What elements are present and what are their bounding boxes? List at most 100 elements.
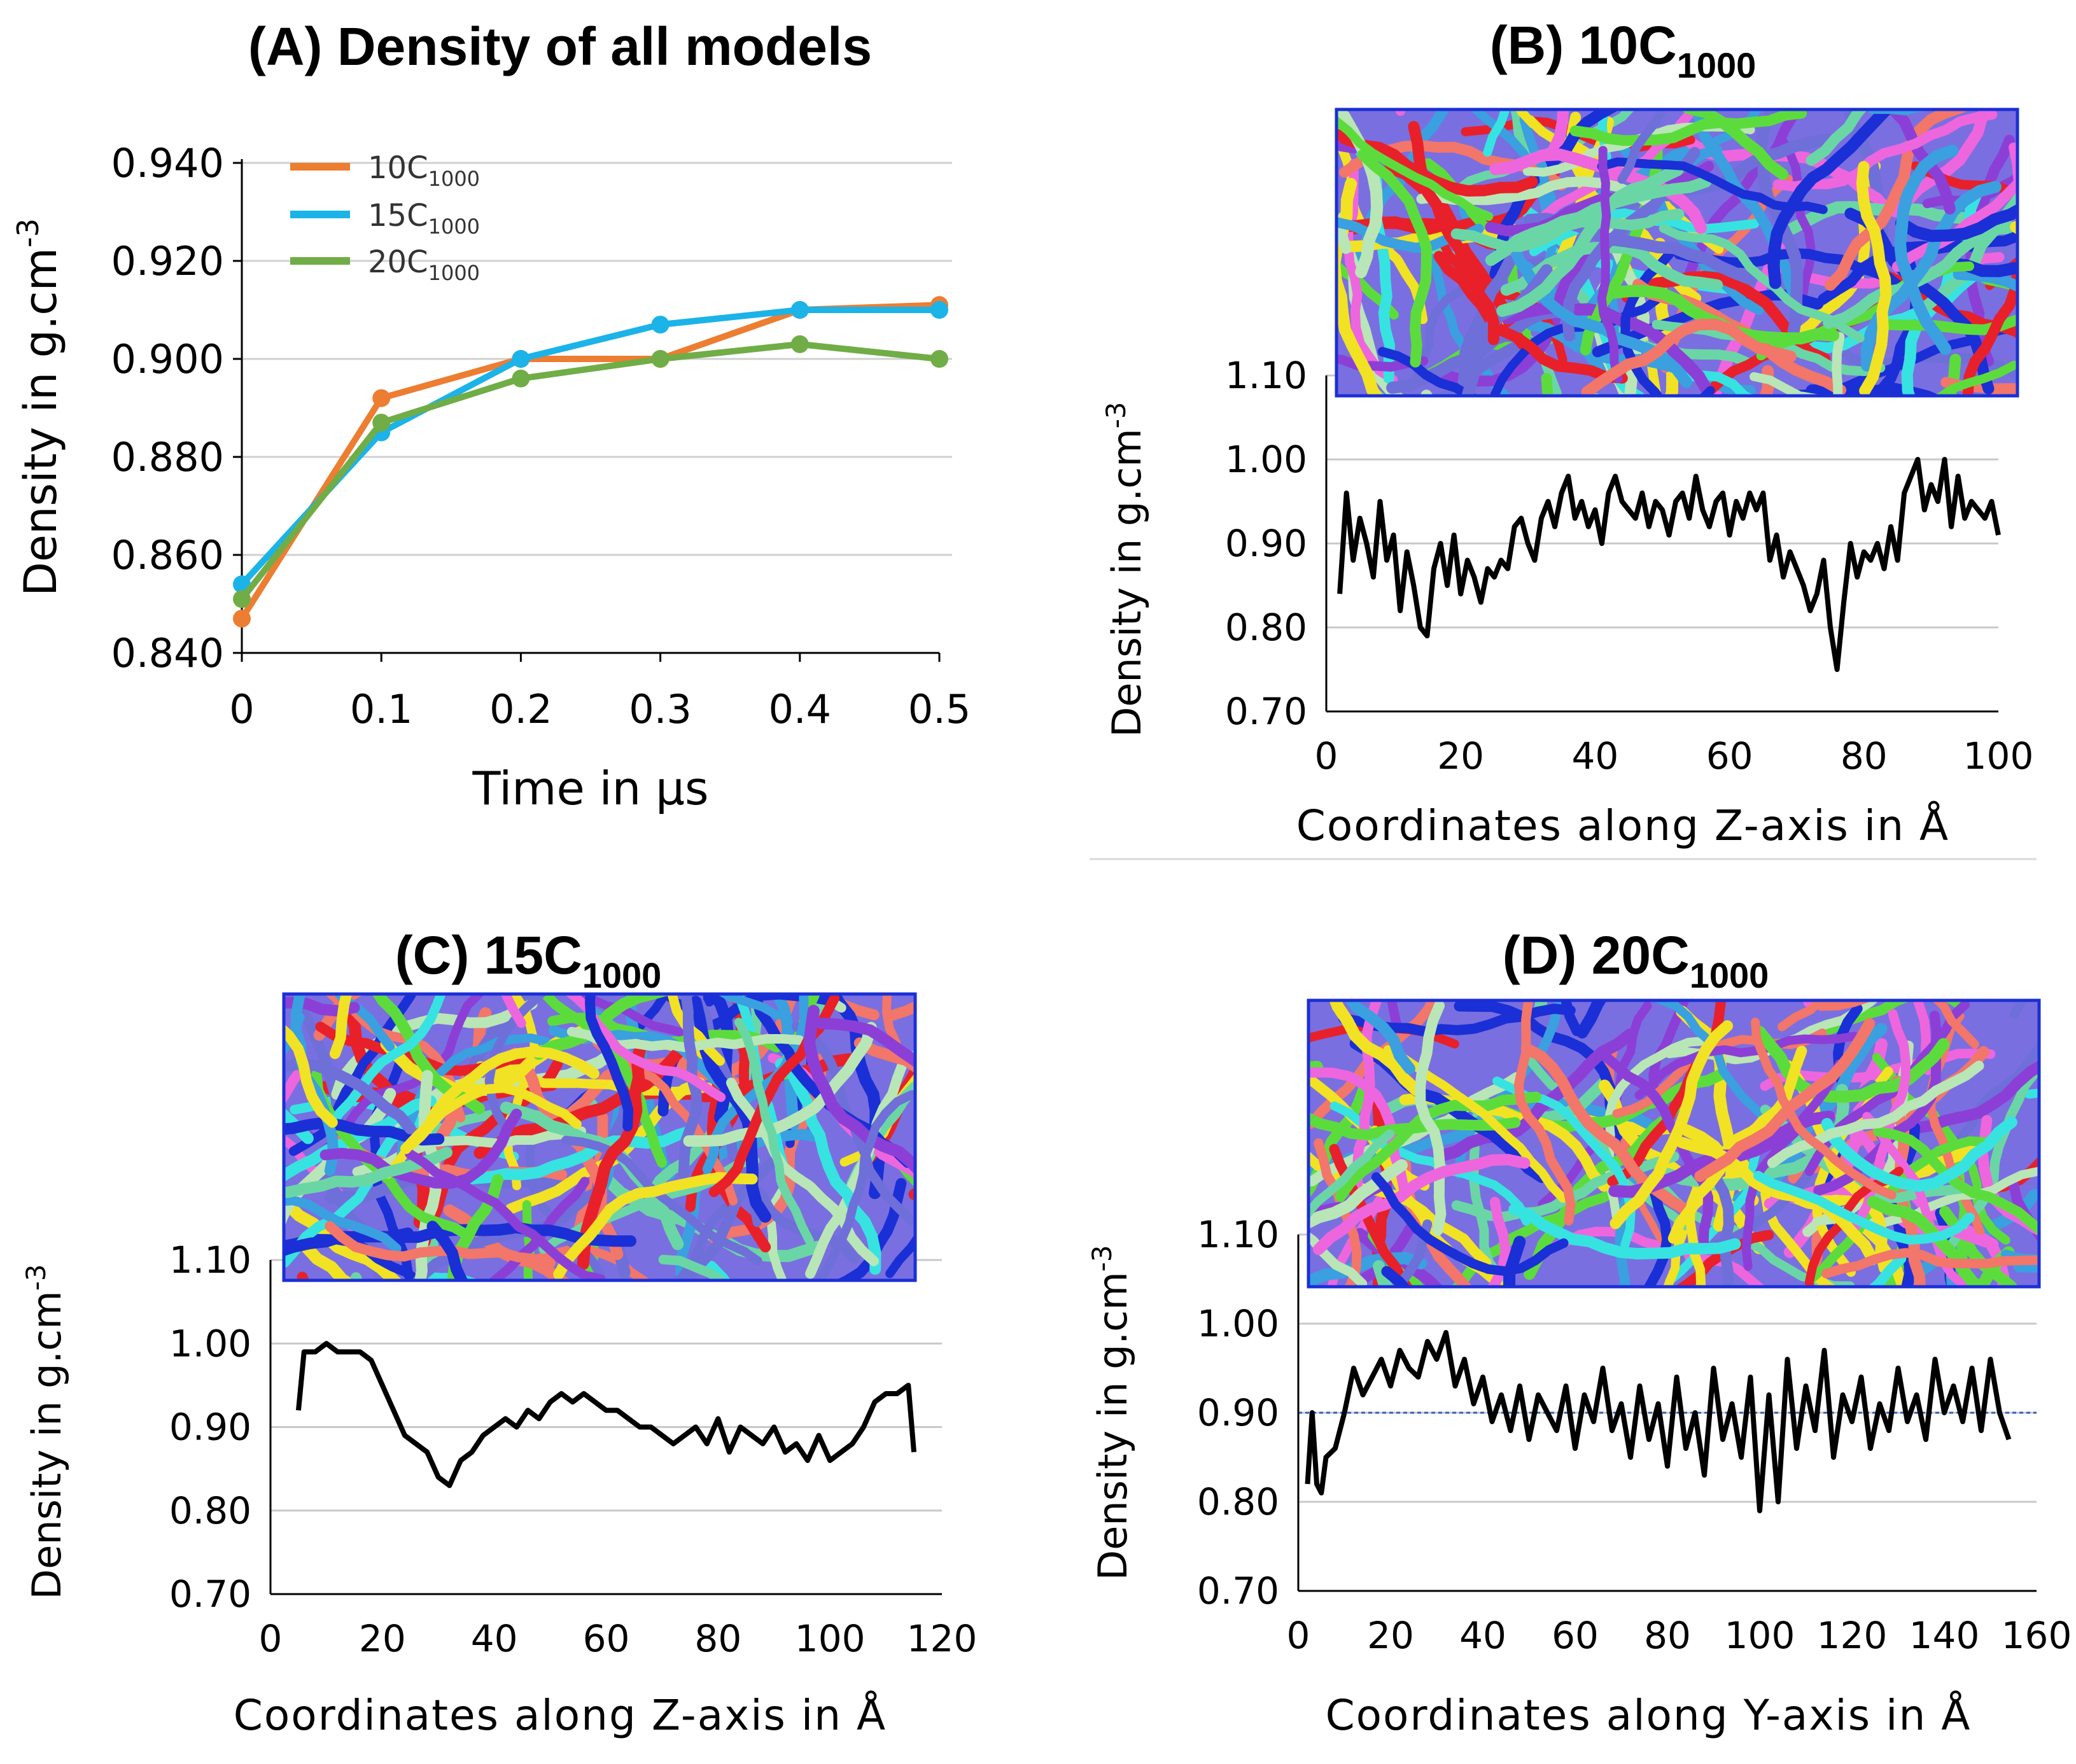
polymer-chain: [332, 994, 395, 1052]
panel-d-y-tick-label: 1.00: [1197, 1302, 1279, 1345]
polymer-chain: [1541, 372, 1553, 396]
panel-b-density-line: [1337, 457, 2001, 672]
polymer-chain: [487, 1177, 590, 1280]
polymer-chain: [2010, 221, 2017, 235]
panel-b-y-tick-label: 0.90: [1225, 522, 1307, 565]
panel-a-grid: [233, 162, 952, 654]
polymer-chain: [835, 1178, 907, 1280]
polymer-chain: [810, 994, 834, 1017]
polymer-chain: [350, 1272, 363, 1280]
polymer-chain: [1438, 337, 1536, 396]
polymer-chain: [284, 1023, 338, 1128]
panel-b-snapshot-frame: [1335, 108, 2019, 398]
panel-b-y-tick-labels: 0.70 0.80 0.90 1.00 1.10: [1225, 354, 1307, 733]
legend-label-10c: 10C1000: [368, 150, 480, 191]
polymer-chain: [1485, 160, 1715, 237]
panel-c-y-tick-labels: 0.70 0.80 0.90 1.00 1.10: [169, 1238, 251, 1616]
panel-d-y-tick-label: 0.90: [1197, 1391, 1279, 1434]
polymer-chain: [814, 1090, 915, 1280]
panel-c-title: (C) 15C1000: [395, 925, 662, 995]
polymer-chain: [1894, 144, 1959, 355]
polymer-chain: [1581, 318, 1797, 396]
panel-a-point-10c: [372, 389, 391, 407]
panel-c-y-tick-label: 1.10: [169, 1238, 251, 1282]
polymer-chain: [284, 1147, 452, 1198]
polymer-chain: [1767, 109, 1896, 290]
polymer-chain: [533, 994, 674, 1060]
polymer-chain: [1357, 149, 1432, 368]
panel-a-title: (A) Density of all models: [248, 17, 872, 76]
polymer-chain: [1676, 1137, 1879, 1266]
panel-a-x-axis-label: Time in µs: [472, 762, 709, 815]
panel-c-x-tick-label: 120: [907, 1617, 978, 1660]
polymer-chain: [1860, 181, 2002, 372]
polymer-chain: [1912, 1000, 1933, 1075]
polymer-chain: [811, 994, 846, 1013]
polymer-chain: [553, 1172, 758, 1280]
polymer-chain: [1408, 121, 1500, 346]
polymer-chain: [1944, 257, 2017, 277]
legend-label-15c: 15C1000: [368, 198, 480, 239]
panel-d-y-tick-labels: 0.70 0.80 0.90 1.00 1.10: [1197, 1213, 1279, 1613]
polymer-chain: [1312, 1154, 1531, 1256]
panel-a-x-tick-label: 0.2: [489, 686, 552, 732]
polymer-chain: [577, 1039, 647, 1270]
polymer-chain: [1750, 372, 1972, 396]
polymer-chain: [414, 1070, 442, 1280]
polymer-chain: [1519, 109, 1559, 219]
polymer-chain: [1895, 204, 2017, 242]
polymer-chain: [411, 1185, 606, 1280]
panel-d-x-tick-label: 160: [2002, 1614, 2072, 1657]
polymer-chain: [734, 1018, 814, 1245]
polymer-chain: [1767, 1060, 1984, 1168]
polymer-chain: [1953, 269, 2017, 293]
panel-c-x-tick-label: 20: [359, 1617, 406, 1660]
polymer-chain: [1597, 109, 1611, 162]
panel-a-point-20c: [930, 350, 948, 368]
polymer-chain: [284, 1107, 314, 1144]
polymer-chain: [1415, 1000, 1447, 1236]
panel-b-series: [1337, 457, 2001, 672]
polymer-chain: [1681, 109, 1808, 287]
polymer-chain: [909, 1050, 915, 1061]
panel-d-y-axis-label: Density in g.cm-3: [1086, 1245, 1136, 1580]
panel-c-y-tick-label: 1.00: [169, 1322, 251, 1365]
polymer-chain: [1856, 161, 1892, 396]
polymer-chain: [1607, 1000, 1726, 1187]
polymer-chain: [1867, 109, 1926, 116]
panel-a-y-tick-label: 0.920: [111, 238, 225, 284]
polymer-chain: [1503, 1235, 1526, 1287]
panel-a-point-20c: [651, 350, 670, 368]
polymer-chain: [1539, 109, 1569, 173]
panel-d-y-tick-label: 0.80: [1197, 1480, 1279, 1523]
panel-b-x-tick-label: 40: [1571, 734, 1618, 778]
polymer-chain: [1862, 1112, 1970, 1287]
polymer-chain: [1823, 196, 2017, 329]
polymer-chain: [585, 994, 634, 1131]
panel-d-snapshot-frame: [1307, 998, 2041, 1289]
polymer-chain: [563, 994, 726, 1102]
polymer-chain: [2010, 1000, 2027, 1019]
panel-b-x-tick-label: 0: [1315, 734, 1338, 778]
polymer-chain: [400, 1046, 600, 1154]
polymer-chain: [1832, 332, 1845, 396]
polymer-chain: [775, 1058, 881, 1275]
polymer-chain: [1975, 1246, 2015, 1287]
polymer-chain: [1391, 1219, 1433, 1287]
polymer-chain: [1510, 109, 1538, 169]
panel-d-y-tick-label: 0.70: [1197, 1569, 1279, 1613]
polymer-chain: [908, 1188, 915, 1201]
polymer-chain: [1487, 1196, 1511, 1287]
polymer-chain: [1867, 1196, 1989, 1287]
panel-d-density-line: [1305, 1330, 2012, 1513]
panel-a-x-tick-labels: 0 0.1 0.2 0.3 0.4 0.5: [229, 653, 971, 732]
panel-d-x-tick-label: 0: [1287, 1614, 1310, 1657]
polymer-chain: [1806, 109, 1868, 166]
polymer-chain: [1741, 1059, 1844, 1271]
panel-b-molecular-snapshot: [1336, 109, 2017, 396]
panel-a-y-tick-label: 0.860: [111, 532, 225, 578]
panel-b-x-tick-label: 100: [1963, 734, 2034, 778]
polymer-chain: [1760, 1189, 1838, 1287]
panel-d-title: (D) 20C1000: [1503, 925, 1769, 995]
